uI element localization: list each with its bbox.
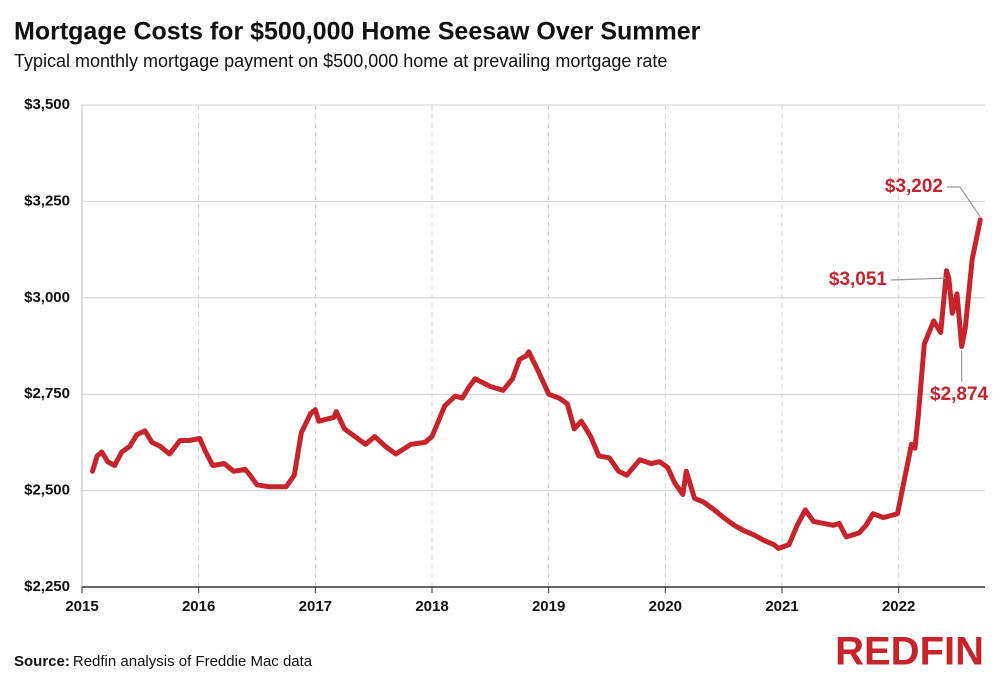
y-tick-label: $2,500	[24, 482, 70, 499]
x-tick-label: 2021	[765, 598, 798, 615]
x-tick-label: 2022	[882, 598, 915, 615]
x-tick-label: 2020	[649, 598, 682, 615]
source: Source:Redfin analysis of Freddie Mac da…	[14, 653, 313, 670]
chart-subtitle: Typical monthly mortgage payment on $500…	[14, 51, 667, 71]
annotation-label: $3,051	[829, 269, 888, 290]
leader-line	[947, 187, 980, 217]
source-label: Source:	[14, 653, 70, 670]
x-tick-label: 2015	[65, 598, 98, 615]
logo: REDFIN	[835, 630, 984, 674]
y-tick-label: $3,500	[24, 96, 70, 113]
source-text: Redfin analysis of Freddie Mac data	[73, 653, 313, 670]
y-tick-label: $3,000	[24, 289, 70, 306]
x-tick-label: 2016	[182, 598, 215, 615]
y-tick-label: $3,250	[24, 192, 70, 209]
y-tick-label: $2,750	[24, 385, 70, 402]
chart-title: Mortgage Costs for $500,000 Home Seesaw …	[14, 18, 701, 46]
x-tick-label: 2019	[532, 598, 565, 615]
leader-line	[891, 278, 946, 280]
annotation-label: $2,874	[930, 384, 989, 405]
x-tick-label: 2017	[299, 598, 332, 615]
annotation-label: $3,202	[885, 176, 943, 197]
x-tick-label: 2018	[415, 598, 448, 615]
y-tick-label: $2,250	[24, 578, 70, 595]
